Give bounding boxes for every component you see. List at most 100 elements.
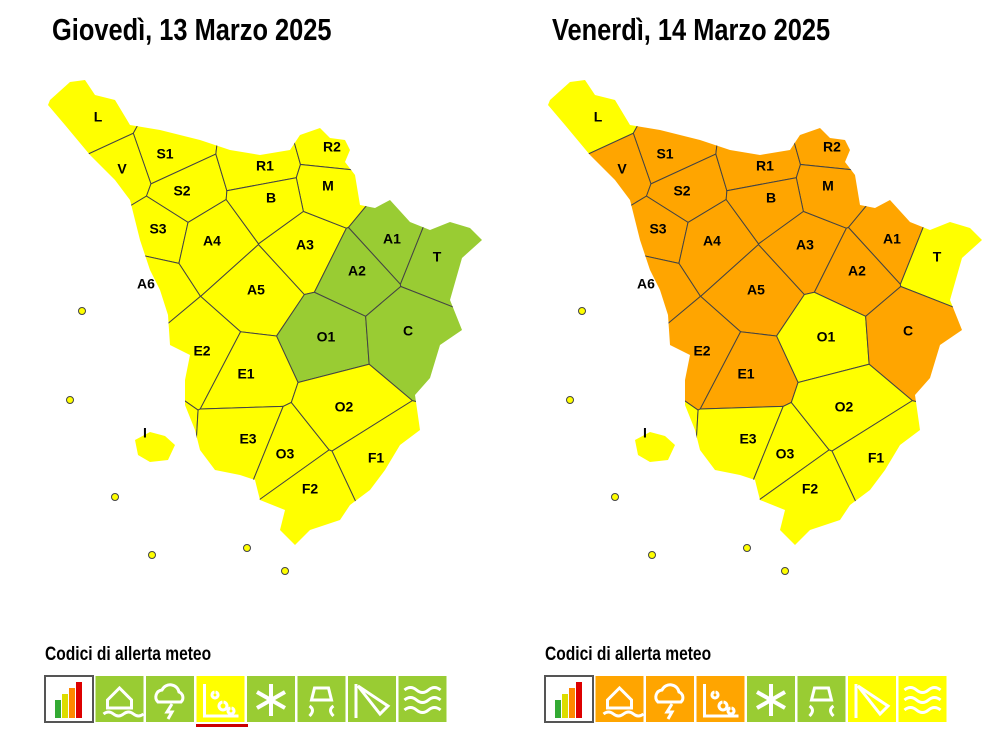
level-bar xyxy=(76,682,82,718)
alert-icon xyxy=(646,676,694,722)
alert-icon xyxy=(898,676,947,722)
zone-label: O1 xyxy=(817,329,836,345)
alert-icon xyxy=(247,676,295,722)
wind-icon xyxy=(854,684,891,718)
island xyxy=(566,396,574,404)
zone-label: A1 xyxy=(883,231,901,247)
zone-label: I xyxy=(643,425,647,441)
zone-label: E3 xyxy=(239,431,256,447)
zone-label: S2 xyxy=(673,183,690,199)
ice-icon xyxy=(808,686,835,718)
zone-label: A1 xyxy=(383,231,401,247)
zone-label: R1 xyxy=(756,158,774,174)
island xyxy=(578,307,586,315)
alert-zone xyxy=(725,177,804,245)
map-panel: Giovedì, 13 Marzo 2025 L S1 V S2 S3 A4 A6 A5 A3 R1… xyxy=(44,13,482,727)
alert-zone xyxy=(48,358,199,545)
zone-label: F2 xyxy=(802,481,819,497)
alert-icon xyxy=(747,676,795,722)
zone-label: O3 xyxy=(776,446,795,462)
zone-label: B xyxy=(266,190,276,206)
alert-icon xyxy=(544,675,594,723)
zone-label: R2 xyxy=(823,139,841,155)
zone-label: A6 xyxy=(637,276,655,292)
house-icon xyxy=(602,685,645,718)
zone-label: A4 xyxy=(203,233,221,249)
zone-label: R1 xyxy=(256,158,274,174)
alert-zone xyxy=(770,80,982,175)
zone-label: F1 xyxy=(868,450,885,466)
alert-icon xyxy=(297,676,346,722)
zone-label: M xyxy=(322,178,334,194)
zone-label: L xyxy=(594,109,603,125)
zone-label: A5 xyxy=(247,282,265,298)
zone-label: S1 xyxy=(156,146,173,162)
island xyxy=(243,544,251,552)
zone-label: E1 xyxy=(737,366,754,382)
zone-label: O2 xyxy=(335,399,354,415)
level-bar xyxy=(555,700,561,718)
alert-icon xyxy=(44,675,94,723)
zone-label: E3 xyxy=(739,431,756,447)
landslide-icon xyxy=(203,684,239,718)
island xyxy=(743,544,751,552)
alert-icon xyxy=(398,676,447,722)
storm-icon xyxy=(654,683,685,720)
alert-icon xyxy=(146,676,194,722)
level-bar xyxy=(69,688,75,718)
island xyxy=(111,493,119,501)
region-map xyxy=(548,80,982,545)
legend-title: Codici di allerta meteo xyxy=(545,643,711,665)
zone-label: S1 xyxy=(656,146,673,162)
sea-icon xyxy=(903,686,942,714)
zone-label: A2 xyxy=(348,263,366,279)
level-bar xyxy=(562,694,568,718)
alert-zone xyxy=(225,177,304,245)
zone-label: T xyxy=(933,249,942,265)
map-panel: Venerdì, 14 Marzo 2025 L S1 V S2 S3 A4 A6 A5 A3 R1… xyxy=(544,13,982,723)
island xyxy=(648,551,656,559)
level-bar xyxy=(569,688,575,718)
zone-label: E2 xyxy=(693,343,710,359)
island xyxy=(78,307,86,315)
island xyxy=(66,396,74,404)
zone-label: C xyxy=(903,323,913,339)
zone-label: O2 xyxy=(835,399,854,415)
island xyxy=(781,567,789,575)
ice-icon xyxy=(308,686,335,718)
landslide-icon xyxy=(703,684,739,718)
alert-icon xyxy=(95,676,145,722)
wind-icon xyxy=(354,684,391,718)
zone-label: A4 xyxy=(703,233,721,249)
alert-zone xyxy=(270,80,482,175)
zone-label: E2 xyxy=(193,343,210,359)
island xyxy=(281,567,289,575)
zone-label: O1 xyxy=(317,329,336,345)
zone-label: V xyxy=(117,161,127,177)
alert-zone xyxy=(399,91,482,327)
zone-label: A6 xyxy=(137,276,155,292)
selected-underline xyxy=(196,724,248,727)
map-title: Giovedì, 13 Marzo 2025 xyxy=(52,13,332,48)
zone-label: A3 xyxy=(796,237,814,253)
alert-icon xyxy=(595,676,645,722)
zone-label: I xyxy=(143,425,147,441)
alert-icon xyxy=(797,676,846,722)
zone-label: O3 xyxy=(276,446,295,462)
alert-icon xyxy=(848,676,896,722)
zone-label: V xyxy=(617,161,627,177)
zone-label: M xyxy=(822,178,834,194)
island xyxy=(611,493,619,501)
alert-icon xyxy=(196,676,245,722)
level-bar xyxy=(55,700,61,718)
zone-label: A5 xyxy=(747,282,765,298)
alert-icon xyxy=(696,676,745,722)
level-bar xyxy=(576,682,582,718)
zone-label: L xyxy=(94,109,103,125)
legend-title: Codici di allerta meteo xyxy=(45,643,211,665)
zone-label: A3 xyxy=(296,237,314,253)
zone-label: B xyxy=(766,190,776,206)
snow-icon xyxy=(756,684,786,716)
level-bar xyxy=(62,694,68,718)
